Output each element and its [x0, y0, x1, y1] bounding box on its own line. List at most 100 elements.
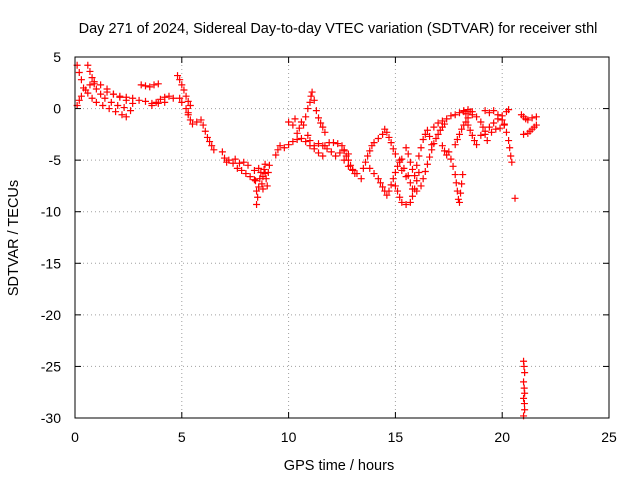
data-point: [120, 104, 128, 112]
data-point: [289, 121, 297, 129]
data-point: [357, 175, 365, 183]
data-point: [361, 158, 369, 166]
data-point: [342, 152, 350, 160]
data-point: [473, 141, 481, 149]
data-point: [88, 94, 96, 102]
data-point: [150, 81, 158, 89]
data-point: [419, 175, 427, 183]
data-point: [129, 94, 137, 102]
data-point: [310, 96, 318, 104]
series-arc-m: [321, 139, 359, 178]
data-point: [122, 93, 130, 101]
series-arc-x: [477, 106, 513, 139]
x-tick-labels: 0 5 10 15 20 25: [71, 429, 617, 445]
data-point: [334, 140, 342, 148]
data-point: [146, 83, 154, 91]
data-point: [306, 137, 314, 145]
data-point: [455, 109, 463, 117]
data-point: [421, 130, 429, 138]
data-point: [452, 179, 460, 187]
series-arc-u: [438, 142, 467, 206]
data-point: [490, 119, 498, 127]
data-point: [329, 139, 337, 147]
data-point: [114, 101, 122, 109]
data-point: [203, 133, 211, 141]
y-tick-labels: 5 0 -5 -10 -15 -20 -25 -30: [41, 49, 61, 426]
data-point: [423, 126, 431, 134]
data-point: [417, 144, 425, 152]
data-point: [75, 96, 83, 104]
data-point: [327, 148, 335, 156]
data-point: [186, 116, 194, 124]
data-point: [103, 88, 111, 96]
data-point: [148, 101, 156, 109]
series-arc-e: [137, 80, 177, 109]
data-point: [459, 171, 467, 179]
data-point: [152, 98, 160, 106]
data-point: [374, 175, 382, 183]
data-point: [302, 138, 310, 146]
data-point: [193, 118, 201, 126]
data-point: [413, 177, 421, 185]
data-point: [201, 127, 209, 135]
y-tick-label: 0: [53, 101, 61, 117]
data-point: [238, 166, 246, 174]
data-point: [421, 167, 429, 175]
data-point: [199, 121, 207, 129]
x-tick-label: 10: [281, 429, 297, 445]
data-point: [197, 116, 205, 124]
data-point: [319, 152, 327, 160]
data-point: [473, 113, 481, 121]
data-point: [88, 74, 96, 82]
series-arc-p: [374, 125, 421, 195]
data-point: [443, 115, 451, 123]
y-tick-label: -5: [49, 152, 62, 168]
data-point: [483, 137, 491, 145]
data-point: [246, 173, 254, 181]
data-point: [338, 142, 346, 150]
data-point: [454, 195, 462, 203]
data-point: [505, 106, 513, 114]
data-point: [532, 121, 540, 129]
series-arc-v: [451, 118, 481, 149]
data-point: [225, 156, 233, 164]
data-point: [511, 194, 519, 202]
data-point: [221, 154, 229, 162]
data-point: [520, 400, 528, 408]
data-point: [208, 142, 216, 150]
series-arc-k: [285, 88, 329, 137]
data-point: [255, 164, 263, 172]
data-point: [464, 121, 472, 129]
data-point: [521, 406, 529, 414]
data-point: [394, 162, 402, 170]
data-point: [366, 164, 374, 172]
series-arc-d: [103, 88, 169, 107]
data-point: [447, 155, 455, 163]
data-point: [458, 180, 466, 188]
grid-lines: [75, 57, 609, 418]
data-point: [344, 162, 352, 170]
data-point: [263, 182, 271, 190]
data-point: [264, 169, 272, 177]
data-point: [374, 134, 382, 142]
data-point: [229, 159, 237, 167]
data-point: [315, 114, 323, 122]
data-point: [135, 96, 143, 104]
x-tick-label: 20: [494, 429, 510, 445]
data-point: [520, 378, 528, 386]
series-arc-i: [250, 160, 273, 208]
series-arc-b: [73, 78, 137, 109]
data-point: [385, 133, 393, 141]
data-point: [402, 173, 410, 181]
series-arc-f: [174, 72, 194, 117]
data-point: [235, 159, 243, 167]
data-point: [332, 152, 340, 160]
data-point: [293, 136, 301, 144]
data-point: [92, 85, 100, 93]
data-point: [528, 114, 536, 122]
data-point: [383, 191, 391, 199]
data-point: [307, 92, 315, 100]
data-point: [112, 108, 120, 116]
data-point: [464, 114, 472, 122]
data-point: [77, 76, 85, 84]
